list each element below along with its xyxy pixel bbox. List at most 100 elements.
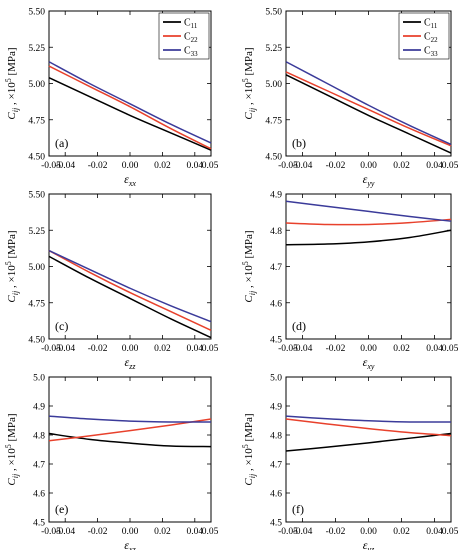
plot-frame (285, 376, 452, 523)
y-tick-label: 4.50 (28, 153, 45, 163)
y-tick-label: 4.75 (265, 116, 282, 126)
y-tick-label: 5.00 (265, 80, 282, 90)
x-tick-label: -0.04 (293, 161, 313, 171)
panel-c: -0.05-0.04 -0.02 0.00 0.02 0.040.05 4.50 4.75 5… (4, 191, 219, 372)
y-tick-label: 4.5 (33, 519, 45, 529)
y-axis-label: Cij , ×105 [MPa] (4, 413, 20, 485)
y-axis-label: Cij , ×105 [MPa] (241, 230, 257, 302)
series-line-c11 (285, 229, 452, 246)
x-tick-label: -0.02 (326, 161, 346, 171)
x-tick-label: -0.04 (293, 527, 313, 537)
y-tick-label: 5.25 (28, 44, 45, 54)
x-tick-label: 0.00 (122, 344, 139, 354)
x-axis-label: εyy (363, 172, 375, 188)
legend-entry: C33 (184, 46, 198, 59)
y-tick-label: 5.50 (28, 191, 45, 201)
x-tick-label: 0.05 (202, 161, 219, 171)
legend-entry: C11 (424, 18, 438, 31)
legend-entry: C22 (424, 32, 438, 45)
y-tick-label: 5.50 (265, 8, 282, 18)
y-tick-label: 4.50 (265, 153, 282, 163)
x-axis-label: εxx (124, 172, 136, 188)
y-tick-label: 4.75 (28, 116, 45, 126)
legend-entry: C11 (184, 18, 198, 31)
x-axis-label: εxz (124, 538, 136, 550)
y-tick-label: 4.7 (33, 461, 45, 471)
panel-label: (b) (292, 136, 306, 150)
panel-label: (c) (55, 319, 68, 333)
series-line-c33 (48, 249, 212, 323)
y-tick-label: 5.50 (28, 8, 45, 18)
y-tick-label: 5.25 (28, 227, 45, 237)
plot-frame (48, 376, 212, 523)
x-tick-label: 0.04 (186, 344, 203, 354)
x-tick-label: 0.05 (442, 527, 459, 537)
series-line-c22 (48, 249, 212, 331)
series-line-c33 (48, 415, 212, 423)
y-tick-label: 5.00 (28, 80, 45, 90)
x-tick-label: 0.00 (122, 527, 139, 537)
y-tick-label: 5.25 (265, 44, 282, 54)
x-tick-label: 0.00 (360, 344, 377, 354)
series-line-c11 (48, 432, 212, 448)
x-tick-label: -0.04 (55, 527, 75, 537)
series-line-c22 (48, 65, 212, 150)
y-axis-label: Cij , ×105 [MPa] (4, 47, 20, 119)
plot-frame (285, 193, 452, 340)
x-tick-label: -0.05 (278, 527, 298, 537)
y-tick-label: 4.5 (270, 336, 282, 346)
y-axis-label: Cij , ×105 [MPa] (4, 230, 20, 302)
y-tick-label: 4.9 (33, 403, 45, 413)
series-line-c22 (48, 418, 212, 442)
x-tick-label: 0.00 (360, 161, 377, 171)
x-tick-label: 0.04 (426, 161, 443, 171)
x-axis-label: εxy (363, 355, 375, 371)
x-tick-label: -0.05 (278, 344, 298, 354)
y-axis-label: Cij , ×105 [MPa] (241, 47, 257, 119)
x-tick-label: -0.02 (88, 527, 108, 537)
y-tick-label: 4.50 (28, 336, 45, 346)
series-line-c11 (285, 432, 452, 452)
series-line-c11 (48, 77, 212, 151)
x-tick-label: -0.04 (55, 344, 75, 354)
y-tick-label: 4.7 (270, 461, 282, 471)
x-tick-label: 0.05 (442, 161, 459, 171)
x-tick-label: 0.04 (186, 527, 203, 537)
x-tick-label: 0.04 (426, 344, 443, 354)
plot-frame (48, 193, 212, 340)
series-line-c33 (285, 415, 452, 423)
x-tick-label: 0.02 (393, 344, 410, 354)
x-tick-label: 0.05 (202, 527, 219, 537)
legend-entry: C33 (424, 46, 438, 59)
series-line-c33 (285, 61, 452, 146)
y-tick-label: 4.8 (33, 432, 45, 442)
x-tick-label: 0.00 (360, 527, 377, 537)
x-axis-label: εzz (125, 355, 137, 371)
x-tick-label: 0.04 (186, 161, 203, 171)
panel-label: (a) (55, 136, 68, 150)
series-line-c11 (285, 74, 452, 154)
x-tick-label: -0.05 (278, 161, 298, 171)
y-tick-label: 4.6 (270, 299, 282, 309)
panel-label: (e) (55, 502, 68, 516)
panel-b: -0.05-0.04 -0.02 0.00 0.02 0.040.05 4.50 4.75 5… (241, 8, 459, 189)
series-line-c22 (285, 418, 452, 437)
x-tick-label: 0.02 (154, 527, 171, 537)
series-line-c33 (285, 200, 452, 222)
panel-label: (f) (292, 502, 304, 516)
y-tick-label: 4.75 (28, 299, 45, 309)
x-tick-label: -0.02 (88, 344, 108, 354)
y-tick-label: 4.9 (270, 403, 282, 413)
x-tick-label: 0.04 (426, 527, 443, 537)
legend-entry: C22 (184, 32, 198, 45)
y-tick-label: 4.8 (270, 432, 282, 442)
x-tick-label: -0.02 (88, 161, 108, 171)
x-tick-label: -0.02 (326, 527, 346, 537)
y-tick-label: 4.7 (270, 263, 282, 273)
y-tick-label: 5.00 (28, 263, 45, 273)
x-tick-label: 0.02 (154, 161, 171, 171)
x-axis-label: εyz (363, 538, 375, 550)
x-tick-label: -0.05 (41, 161, 61, 171)
panel-label: (d) (292, 319, 306, 333)
